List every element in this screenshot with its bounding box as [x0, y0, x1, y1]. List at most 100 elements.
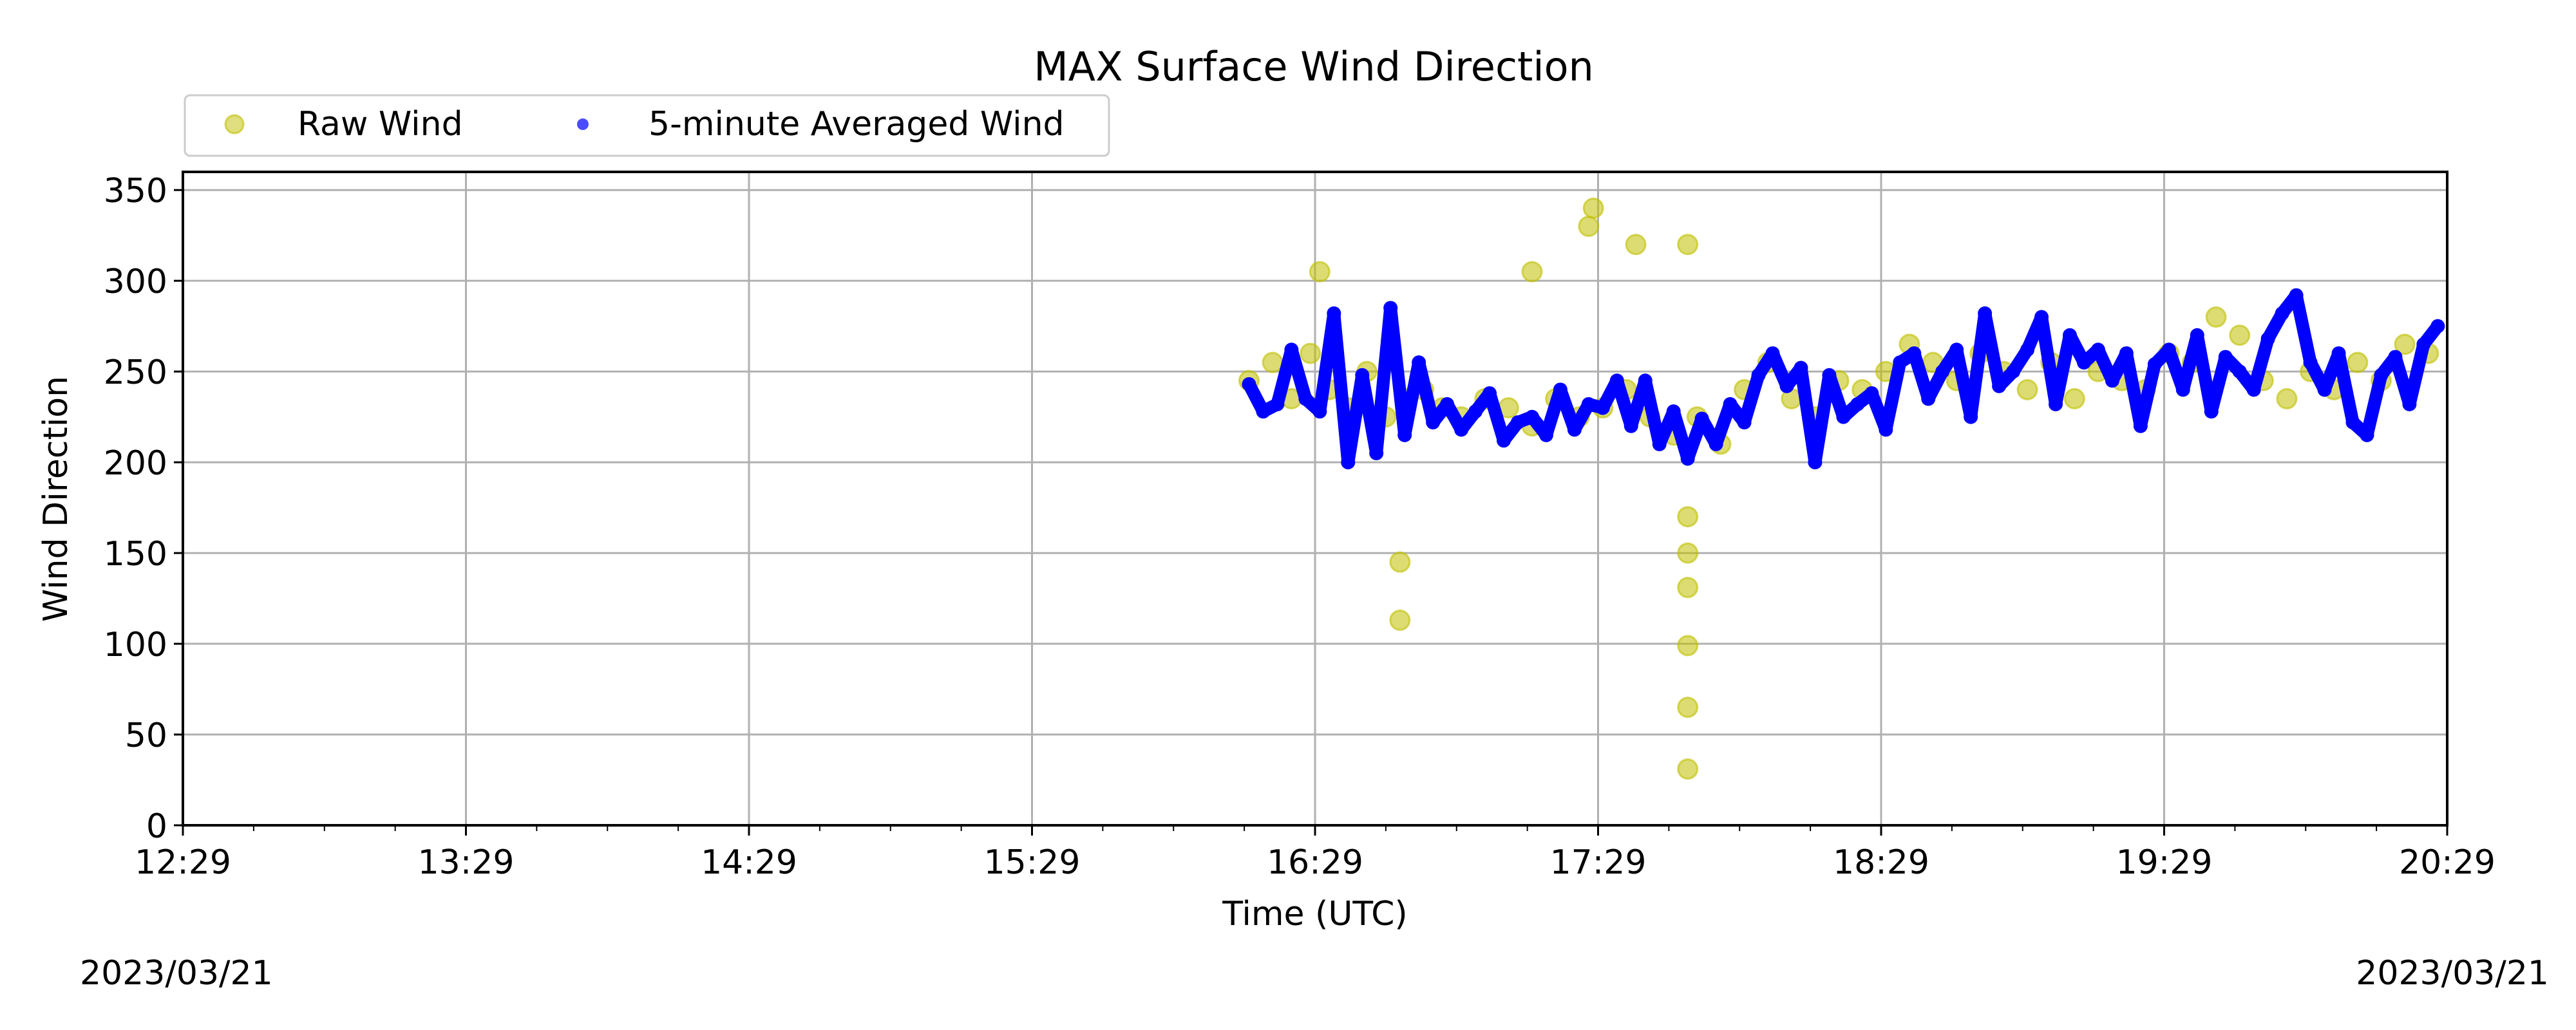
averaged-wind-point	[1256, 404, 1271, 419]
raw-wind-point	[1309, 261, 1331, 283]
grid	[183, 172, 2447, 825]
y-tick-label: 250	[104, 353, 167, 392]
averaged-wind-point	[2090, 342, 2105, 357]
averaged-wind-point	[1907, 346, 1922, 360]
averaged-wind-point	[2260, 332, 2275, 346]
averaged-wind-point	[1666, 404, 1681, 419]
averaged-wind-point	[2246, 382, 2261, 397]
averaged-wind-point	[1524, 409, 1539, 424]
averaged-wind-point	[1808, 455, 1823, 470]
y-axis: 0 50 100 150 200 250 300 350	[104, 172, 183, 846]
averaged-wind-point	[2063, 328, 2077, 342]
averaged-wind-point	[2402, 397, 2417, 411]
raw-wind-point	[2016, 379, 2038, 400]
averaged-wind-series	[1242, 288, 2445, 470]
raw-wind-point	[1677, 506, 1699, 528]
averaged-wind-point	[2161, 342, 2176, 357]
averaged-wind-point	[1893, 355, 1908, 370]
averaged-wind-point	[1412, 355, 1426, 370]
averaged-wind-point	[1369, 446, 1384, 461]
raw-wind-point	[1262, 351, 1283, 373]
averaged-wind-point	[2232, 364, 2247, 379]
averaged-wind-point	[1638, 373, 1653, 388]
averaged-wind-point	[1497, 433, 1511, 448]
averaged-wind-point	[2289, 288, 2304, 303]
y-tick-label: 0	[146, 807, 167, 846]
averaged-wind-point	[2034, 310, 2049, 324]
raw-wind-point	[2394, 333, 2416, 355]
averaged-wind-point	[1680, 451, 1695, 466]
averaged-wind-point	[2218, 350, 2233, 364]
averaged-wind-point	[1510, 415, 1525, 430]
averaged-wind-point	[2388, 350, 2403, 364]
averaged-wind-point	[2006, 364, 2021, 379]
averaged-wind-point	[1694, 411, 1709, 426]
averaged-wind-point	[1864, 386, 1879, 400]
raw-wind-point	[1578, 216, 1600, 238]
averaged-wind-point	[1553, 382, 1567, 397]
averaged-wind-point	[1709, 436, 1723, 451]
averaged-wind-point	[1468, 404, 1483, 419]
averaged-wind-point	[1850, 397, 1865, 411]
legend-box	[184, 94, 1110, 157]
legend-avg-label: 5-minute Averaged Wind	[649, 105, 1065, 144]
averaged-wind-point	[2345, 415, 2360, 430]
averaged-wind-point	[1935, 364, 1950, 379]
raw-wind-point	[1677, 542, 1699, 564]
averaged-wind-point	[2303, 355, 2318, 370]
averaged-wind-point	[2416, 337, 2431, 351]
raw-wind-point	[1389, 551, 1411, 573]
averaged-wind-point	[2275, 306, 2289, 321]
averaged-wind-point	[1312, 404, 1327, 419]
y-tick-label: 300	[104, 263, 167, 301]
averaged-wind-point	[2175, 382, 2190, 397]
averaged-wind-point	[1779, 379, 1794, 393]
x-tick-label: 13:29	[418, 843, 515, 882]
averaged-wind-point	[1440, 397, 1455, 411]
raw-wind-series	[1238, 197, 2439, 780]
averaged-wind-point	[1737, 415, 1752, 430]
averaged-wind-point	[2049, 397, 2063, 411]
x-tick-label: 15:29	[984, 843, 1081, 882]
averaged-wind-point	[2076, 355, 2091, 370]
raw-wind-point	[1677, 577, 1699, 599]
averaged-wind-point	[2119, 346, 2134, 360]
averaged-wind-point	[1609, 373, 1624, 388]
averaged-wind-point	[1242, 377, 1256, 391]
averaged-wind-point	[1652, 436, 1667, 451]
averaged-wind-point	[2374, 368, 2389, 382]
averaged-wind-point	[2133, 418, 2148, 433]
y-tick-label: 50	[125, 716, 167, 755]
averaged-wind-point	[2105, 373, 2119, 388]
averaged-wind-point	[1794, 360, 1808, 375]
averaged-wind-point	[2147, 357, 2162, 371]
raw-wind-point	[1625, 234, 1647, 256]
raw-wind-point	[1300, 342, 1321, 364]
raw-wind-point	[2063, 388, 2085, 409]
x-tick-label: 20:29	[2399, 843, 2496, 882]
averaged-wind-point	[1284, 342, 1299, 357]
chart-title: MAX Surface Wind Direction	[1034, 43, 1594, 90]
raw-wind-point	[1582, 197, 1604, 219]
averaged-wind-point	[2204, 404, 2219, 419]
averaged-wind-point	[1397, 427, 1412, 442]
raw-wind-point	[1677, 234, 1699, 256]
x-tick-label: 18:29	[1833, 843, 1929, 882]
averaged-wind-point	[1978, 306, 1993, 321]
averaged-wind-point	[1964, 409, 1978, 424]
averaged-wind-point	[1327, 306, 1341, 321]
averaged-wind-point	[2430, 319, 2445, 333]
x-axis: 12:29 13:29 14:29 15:29 16:29 17:29 18:29 19:29…	[135, 825, 2496, 882]
x-tick-label: 19:29	[2116, 843, 2213, 882]
averaged-wind-point	[1836, 409, 1851, 424]
averaged-wind-point	[1567, 422, 1582, 437]
averaged-wind-point	[2317, 382, 2332, 397]
averaged-wind-point	[1355, 368, 1370, 382]
raw-wind-point	[1521, 261, 1543, 283]
averaged-wind-point	[1921, 391, 1936, 406]
averaged-wind-point	[1624, 418, 1638, 433]
raw-wind-point	[1389, 609, 1411, 631]
averaged-wind-point	[1751, 368, 1766, 382]
y-tick-label: 200	[104, 444, 167, 483]
